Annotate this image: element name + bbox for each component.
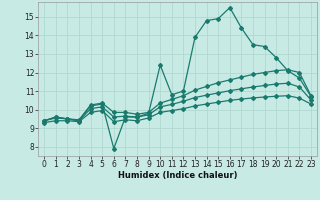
X-axis label: Humidex (Indice chaleur): Humidex (Indice chaleur) [118,171,237,180]
